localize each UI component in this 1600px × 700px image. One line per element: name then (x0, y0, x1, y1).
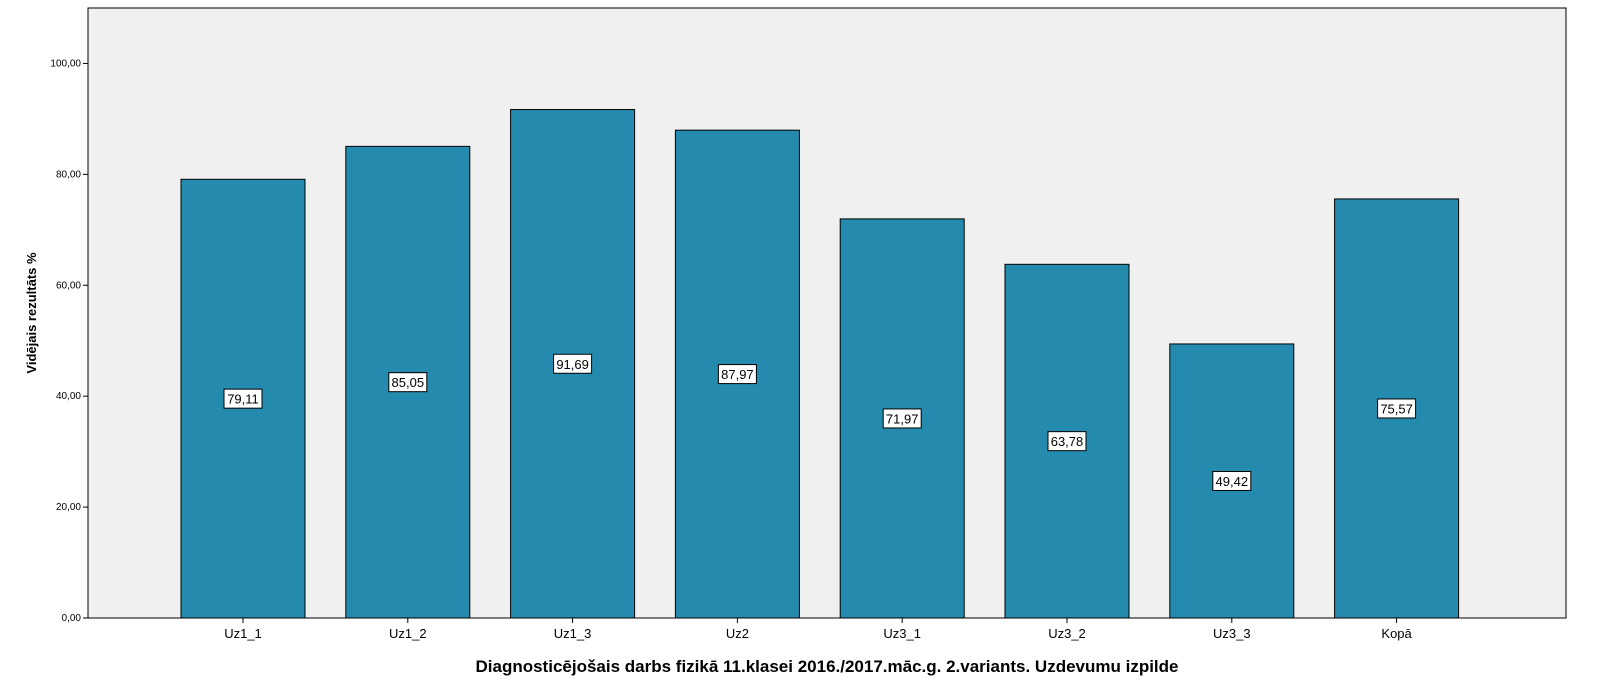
y-axis-title: Vidējais rezultāts % (24, 252, 39, 374)
x-axis-ticks: Uz1_1 Uz1_2 Uz1_3 Uz2 Uz3_1 Uz3_2 Uz3_3 Kopā (224, 618, 1413, 641)
x-tick-label: Kopā (1381, 626, 1412, 641)
y-tick-label: 40,00 (56, 391, 81, 402)
x-tick-label: Uz3_1 (883, 626, 921, 641)
x-tick-label: Uz3_3 (1213, 626, 1251, 641)
data-label: 71,97 (886, 411, 919, 426)
y-tick-label: 0,00 (62, 613, 82, 624)
x-tick-label: Uz3_2 (1048, 626, 1086, 641)
x-tick-label: Uz2 (726, 626, 749, 641)
x-tick-label: Uz1_1 (224, 626, 262, 641)
y-tick-label: 80,00 (56, 169, 81, 180)
x-tick-label: Uz1_3 (554, 626, 592, 641)
data-label-box (388, 372, 428, 393)
data-label-box (1212, 470, 1252, 491)
data-label-box (553, 353, 593, 374)
plot-area (87, 7, 1567, 619)
data-label: 79,11 (227, 392, 259, 407)
x-axis-title: Diagnosticējošais darbs fizikā 11.klasei… (476, 657, 1179, 676)
data-label-box (882, 408, 922, 429)
data-label-box (717, 364, 757, 385)
data-label: 85,05 (392, 375, 425, 390)
bars: 79,11 85,05 91,69 87,97 71,97 63,78 49,42 75,57 (180, 109, 1460, 619)
y-tick-label: 20,00 (56, 502, 81, 513)
data-label: 63,78 (1051, 434, 1084, 449)
data-label: 75,57 (1380, 401, 1413, 416)
y-tick-label: 60,00 (56, 280, 81, 291)
data-label-box (223, 388, 263, 409)
data-label: 87,97 (721, 367, 754, 382)
x-tick-label: Uz1_2 (389, 626, 427, 641)
data-label: 91,69 (556, 357, 589, 372)
data-label-box (1377, 398, 1417, 419)
data-label-box (1047, 431, 1087, 452)
y-tick-label: 100,00 (50, 58, 81, 69)
y-axis-ticks: 0,00 20,00 40,00 60,00 80,00 100,00 (50, 58, 88, 624)
data-label: 49,42 (1216, 474, 1249, 489)
